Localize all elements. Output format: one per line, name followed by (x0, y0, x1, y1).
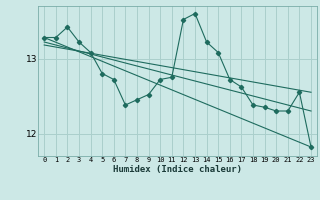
X-axis label: Humidex (Indice chaleur): Humidex (Indice chaleur) (113, 165, 242, 174)
